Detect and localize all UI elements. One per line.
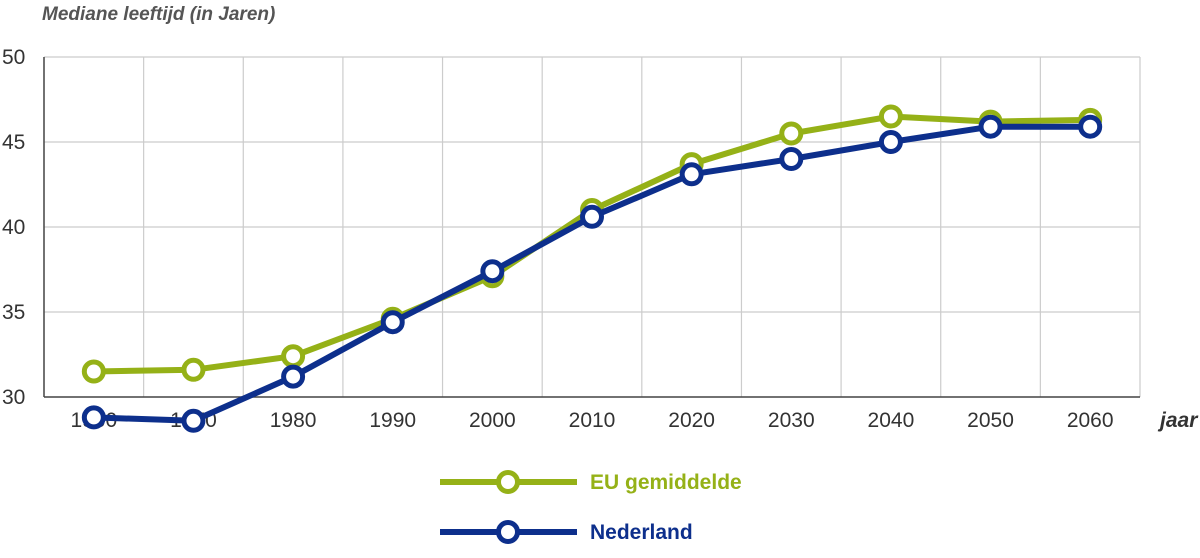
series-layer [81,104,1103,433]
x-tick-label: 1990 [369,409,416,432]
y-ticks: 30 35 40 45 50 [2,46,25,409]
data-point [580,204,604,229]
series-eu-gemiddelde [81,104,1103,384]
x-tick-label: 2030 [768,409,815,432]
legend-item: EU gemiddelde [440,470,742,494]
data-point [978,114,1003,139]
x-tick-label: 2040 [868,409,915,432]
legend-label: Nederland [590,521,693,544]
legend-label: EU gemiddelde [590,471,742,494]
data-point [878,130,903,154]
data-point [181,408,206,433]
x-axis-label: jaar [1157,409,1199,432]
x-tick-label: 2010 [569,409,616,432]
y-tick-label: 30 [2,386,25,409]
data-point [81,405,106,430]
y-axis-label: Mediane leeftijd (in Jaren) [42,4,275,25]
x-tick-label: 2020 [668,409,715,432]
data-point [1078,114,1103,139]
data-point [380,310,405,335]
y-tick-label: 40 [2,216,25,239]
x-tick-label: 2060 [1067,409,1114,432]
data-point [779,121,804,146]
x-tick-label: 1980 [270,409,317,432]
data-point [181,357,206,382]
data-point [679,162,704,187]
y-tick-label: 45 [2,131,25,154]
data-point [480,259,505,284]
legend-swatch-marker [496,470,520,494]
y-tick-label: 35 [2,301,25,324]
x-tick-label: 2050 [967,409,1014,432]
data-point [281,364,306,389]
y-tick-label: 50 [2,46,25,69]
data-point [81,359,106,384]
legend: EU gemiddelde Nederland [440,470,742,544]
x-ticks: 1960197019801990200020102020203020402050… [70,409,1113,432]
legend-swatch-marker [496,520,520,544]
data-point [878,104,903,129]
x-tick-label: 2000 [469,409,516,432]
data-point [779,147,804,171]
series-nederland [81,114,1103,433]
legend-item: Nederland [440,520,693,544]
data-point [281,344,306,369]
